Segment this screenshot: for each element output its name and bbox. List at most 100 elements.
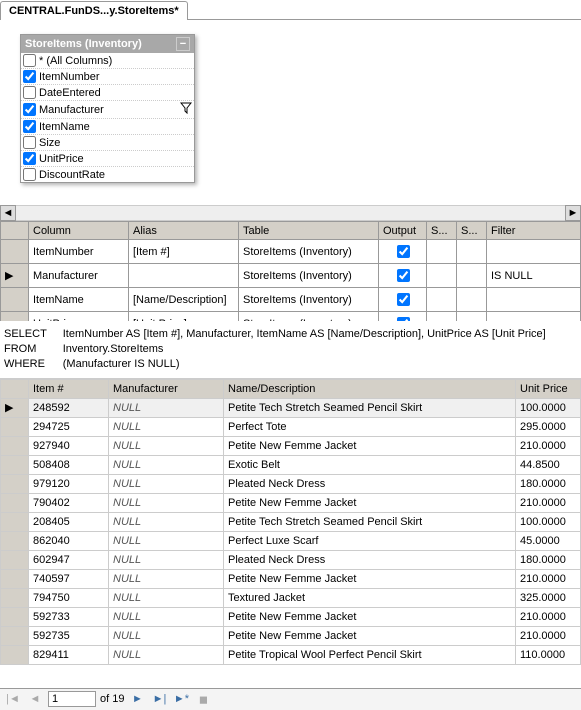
results-cell-manufacturer[interactable]: NULL xyxy=(109,569,224,588)
criteria-grid[interactable]: Column Alias Table Output S... S... Filt… xyxy=(0,221,581,321)
output-checkbox[interactable] xyxy=(397,317,410,321)
results-cell-item[interactable]: 592733 xyxy=(29,607,109,626)
results-cell-name[interactable]: Textured Jacket xyxy=(224,588,516,607)
results-row-selector[interactable]: ▶ xyxy=(1,398,29,417)
results-cell-name[interactable]: Perfect Luxe Scarf xyxy=(224,531,516,550)
column-row[interactable]: UnitPrice xyxy=(21,151,194,167)
results-cell-item[interactable]: 602947 xyxy=(29,550,109,569)
results-cell-manufacturer[interactable]: NULL xyxy=(109,455,224,474)
results-row-selector[interactable] xyxy=(1,645,29,664)
results-row-selector[interactable] xyxy=(1,588,29,607)
results-cell-name[interactable]: Petite New Femme Jacket xyxy=(224,569,516,588)
criteria-cell-column[interactable]: ItemName xyxy=(29,288,129,312)
results-cell-manufacturer[interactable]: NULL xyxy=(109,531,224,550)
results-cell-manufacturer[interactable]: NULL xyxy=(109,474,224,493)
results-cell-manufacturer[interactable]: NULL xyxy=(109,588,224,607)
results-cell-price[interactable]: 210.0000 xyxy=(516,493,581,512)
criteria-row-selector[interactable] xyxy=(1,240,29,264)
results-cell-manufacturer[interactable]: NULL xyxy=(109,607,224,626)
results-cell-name[interactable]: Pleated Neck Dress xyxy=(224,550,516,569)
sql-pane[interactable]: SELECT ItemNumber AS [Item #], Manufactu… xyxy=(0,321,581,378)
criteria-cell-sort[interactable] xyxy=(427,288,457,312)
results-cell-name[interactable]: Petite New Femme Jacket xyxy=(224,626,516,645)
results-cell-name[interactable]: Petite Tropical Wool Perfect Pencil Skir… xyxy=(224,645,516,664)
results-row[interactable]: 508408NULLExotic Belt44.8500 xyxy=(1,455,581,474)
results-row[interactable]: 592733NULLPetite New Femme Jacket210.000… xyxy=(1,607,581,626)
criteria-cell-sort[interactable] xyxy=(427,312,457,322)
criteria-cell-output[interactable] xyxy=(379,312,427,322)
nav-last-button[interactable]: ►| xyxy=(150,691,168,707)
query-tab[interactable]: CENTRAL.FunDS...y.StoreItems* xyxy=(0,1,188,20)
results-cell-manufacturer[interactable]: NULL xyxy=(109,417,224,436)
column-checkbox[interactable] xyxy=(23,152,36,165)
results-cell-manufacturer[interactable]: NULL xyxy=(109,645,224,664)
output-checkbox[interactable] xyxy=(397,293,410,306)
results-cell-item[interactable]: 508408 xyxy=(29,455,109,474)
criteria-header-sort1[interactable]: S... xyxy=(427,222,457,240)
nav-stop-button[interactable]: ◼ xyxy=(194,691,212,707)
results-cell-manufacturer[interactable]: NULL xyxy=(109,493,224,512)
horizontal-scrollbar[interactable]: ◄ ► xyxy=(0,205,581,221)
column-checkbox[interactable] xyxy=(23,168,36,181)
results-cell-price[interactable]: 295.0000 xyxy=(516,417,581,436)
criteria-cell-table[interactable]: StoreItems (Inventory) xyxy=(239,264,379,288)
results-cell-price[interactable]: 180.0000 xyxy=(516,474,581,493)
results-cell-price[interactable]: 210.0000 xyxy=(516,607,581,626)
criteria-cell-filter[interactable]: IS NULL xyxy=(487,264,581,288)
criteria-cell-alias[interactable]: [Name/Description] xyxy=(129,288,239,312)
criteria-row[interactable]: ItemNumber[Item #]StoreItems (Inventory) xyxy=(1,240,581,264)
results-cell-item[interactable]: 294725 xyxy=(29,417,109,436)
criteria-cell-output[interactable] xyxy=(379,240,427,264)
criteria-row-selector[interactable]: ▶ xyxy=(1,264,29,288)
results-cell-name[interactable]: Perfect Tote xyxy=(224,417,516,436)
criteria-cell-table[interactable]: StoreItems (Inventory) xyxy=(239,240,379,264)
results-header-item[interactable]: Item # xyxy=(29,379,109,398)
results-cell-item[interactable]: 740597 xyxy=(29,569,109,588)
criteria-cell-alias[interactable]: [Unit Price] xyxy=(129,312,239,322)
results-header-manufacturer[interactable]: Manufacturer xyxy=(109,379,224,398)
results-cell-price[interactable]: 110.0000 xyxy=(516,645,581,664)
results-cell-manufacturer[interactable]: NULL xyxy=(109,626,224,645)
criteria-row[interactable]: ▶Manufacturer StoreItems (Inventory) IS NU… xyxy=(1,264,581,288)
results-row-selector[interactable] xyxy=(1,474,29,493)
criteria-header-column[interactable]: Column xyxy=(29,222,129,240)
criteria-cell-sort[interactable] xyxy=(457,312,487,322)
nav-prev-button[interactable]: ◄ xyxy=(26,691,44,707)
criteria-row[interactable]: ItemName[Name/Description]StoreItems (In… xyxy=(1,288,581,312)
results-cell-price[interactable]: 325.0000 xyxy=(516,588,581,607)
results-cell-item[interactable]: 794750 xyxy=(29,588,109,607)
criteria-cell-alias[interactable] xyxy=(129,264,239,288)
results-cell-name[interactable]: Petite New Femme Jacket xyxy=(224,493,516,512)
criteria-cell-filter[interactable] xyxy=(487,288,581,312)
results-row[interactable]: 294725NULLPerfect Tote295.0000 xyxy=(1,417,581,436)
criteria-cell-sort[interactable] xyxy=(457,264,487,288)
criteria-cell-column[interactable]: ItemNumber xyxy=(29,240,129,264)
results-cell-price[interactable]: 44.8500 xyxy=(516,455,581,474)
criteria-header-table[interactable]: Table xyxy=(239,222,379,240)
results-header-name[interactable]: Name/Description xyxy=(224,379,516,398)
criteria-cell-sort[interactable] xyxy=(427,240,457,264)
criteria-row-selector[interactable] xyxy=(1,312,29,322)
results-row[interactable]: 829411NULLPetite Tropical Wool Perfect P… xyxy=(1,645,581,664)
results-row[interactable]: 740597NULLPetite New Femme Jacket210.000… xyxy=(1,569,581,588)
results-row-selector[interactable] xyxy=(1,626,29,645)
column-row[interactable]: Manufacturer xyxy=(21,101,194,119)
results-cell-name[interactable]: Pleated Neck Dress xyxy=(224,474,516,493)
criteria-cell-filter[interactable] xyxy=(487,240,581,264)
column-row[interactable]: ItemName xyxy=(21,119,194,135)
results-cell-item[interactable]: 927940 xyxy=(29,436,109,455)
criteria-cell-column[interactable]: Manufacturer xyxy=(29,264,129,288)
nav-first-button[interactable]: |◄ xyxy=(4,691,22,707)
results-row[interactable]: 979120NULLPleated Neck Dress180.0000 xyxy=(1,474,581,493)
results-row[interactable]: 208405NULLPetite Tech Stretch Seamed Pen… xyxy=(1,512,581,531)
column-row[interactable]: * (All Columns) xyxy=(21,53,194,69)
results-cell-name[interactable]: Petite Tech Stretch Seamed Pencil Skirt xyxy=(224,398,516,417)
results-cell-manufacturer[interactable]: NULL xyxy=(109,436,224,455)
criteria-cell-filter[interactable] xyxy=(487,312,581,322)
criteria-cell-sort[interactable] xyxy=(457,240,487,264)
results-cell-item[interactable]: 248592 xyxy=(29,398,109,417)
results-cell-price[interactable]: 210.0000 xyxy=(516,569,581,588)
scroll-right-icon[interactable]: ► xyxy=(565,205,581,221)
column-row[interactable]: DiscountRate xyxy=(21,167,194,182)
results-grid[interactable]: Item # Manufacturer Name/Description Uni… xyxy=(0,379,581,665)
